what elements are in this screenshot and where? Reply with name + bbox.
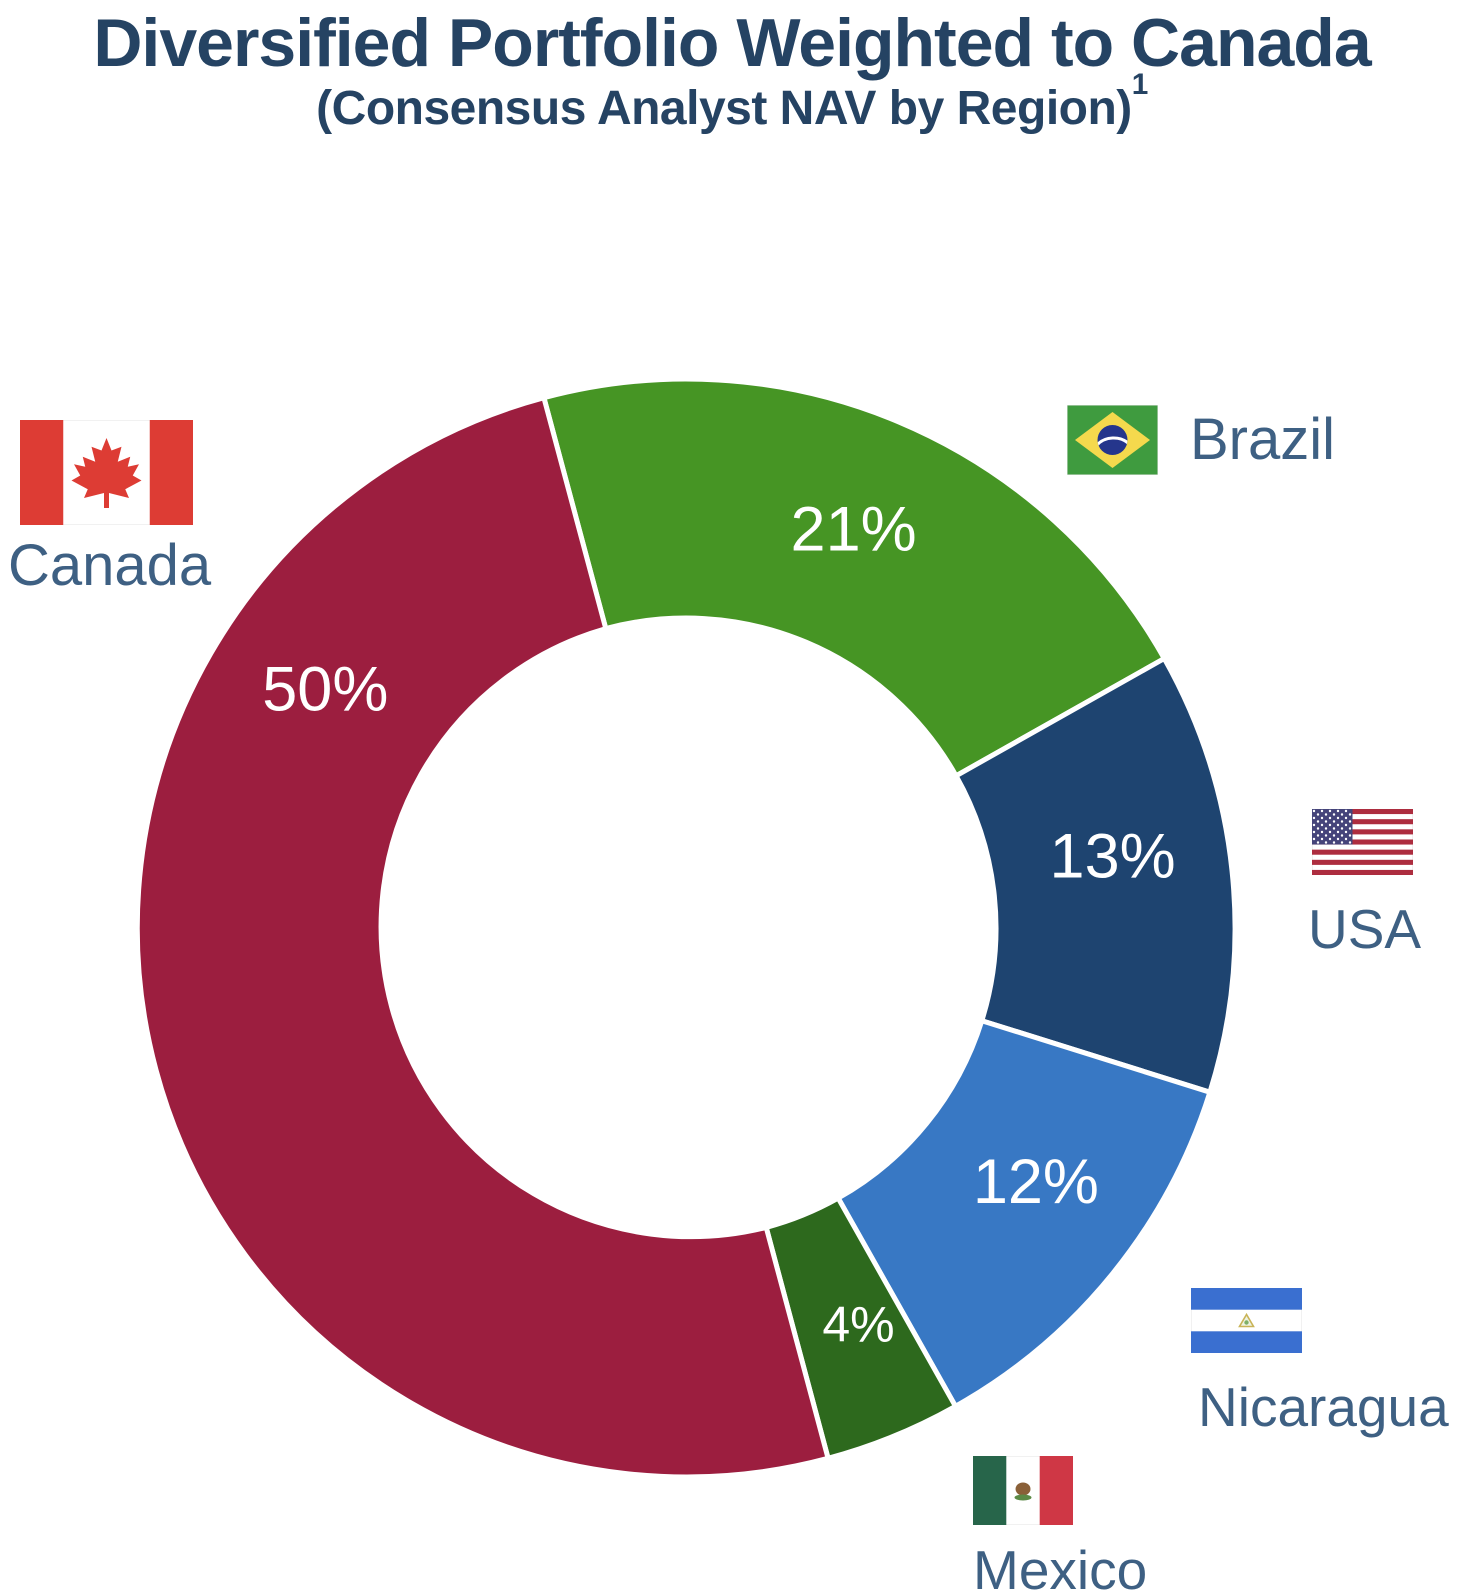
slice-percent-brazil: 21% [791,494,917,564]
nicaragua-flag-icon [1191,1288,1302,1353]
slice-percent-canada: 50% [262,654,388,724]
legend-mexico: Mexico [973,1456,1147,1594]
mexico-flag-icon [973,1456,1073,1525]
chart-subtitle-text: (Consensus Analyst NAV by Region) [316,82,1132,136]
legend-usa-label: USA [1308,898,1422,960]
canada-flag-icon [20,420,193,525]
maple-leaf-icon [71,438,142,508]
slice-percent-nicaragua: 12% [973,1147,1099,1217]
usa-canton [1312,809,1353,845]
chart-title: Diversified Portfolio Weighted to Canada [93,5,1371,81]
brazil-flag-icon [1067,405,1158,475]
slice-nicaragua [834,1017,1214,1410]
legend-canada-label: Canada [8,533,212,598]
legend-brazil-label: Brazil [1190,407,1336,472]
usa-flag-icon [1312,809,1413,875]
legend-usa: USA [1308,809,1421,957]
chart-header: Diversified Portfolio Weighted to Canada… [0,0,1464,133]
footnote-marker: 1 [1131,68,1149,101]
legend-nicaragua: Nicaragua [1191,1288,1449,1435]
slice-usa [952,655,1238,1096]
legend-brazil: Brazil [1067,405,1335,475]
slice-brazil [540,376,1168,780]
legend-canada: Canada [8,420,211,595]
slice-percent-mexico: 4% [822,1297,894,1353]
chart-subtitle: (Consensus Analyst NAV by Region)1 [0,70,1464,136]
mexico-eagle-emblem [1014,1482,1032,1501]
legend-mexico-label: Mexico [973,1539,1148,1594]
slice-percent-usa: 13% [1050,822,1176,892]
usa-stripes [1312,809,1413,875]
slice-canada [134,394,832,1480]
legend-nicaragua-label: Nicaragua [1198,1376,1449,1438]
